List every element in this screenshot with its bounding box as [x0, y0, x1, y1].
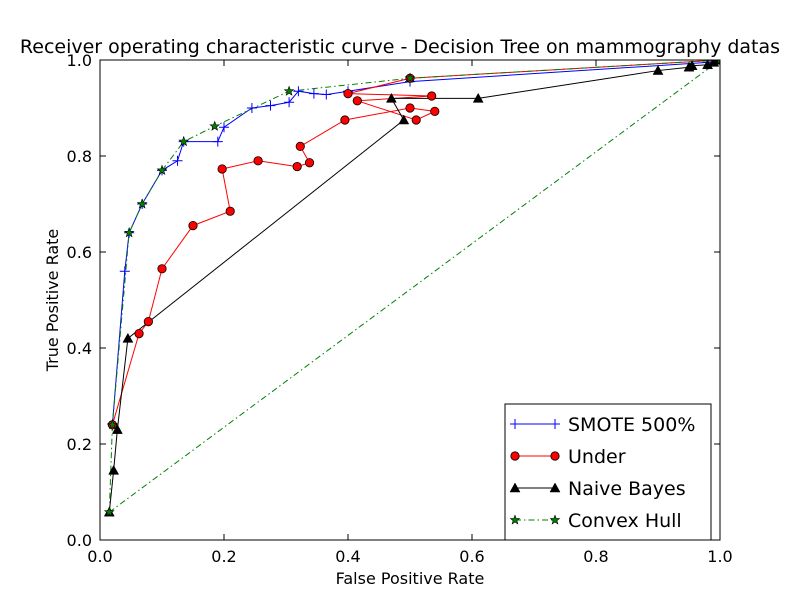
legend-marker	[550, 419, 560, 429]
legend-marker	[510, 451, 520, 461]
data-point-s1-9	[304, 158, 315, 168]
series-line-3	[108, 60, 720, 513]
legend-marker	[549, 514, 561, 525]
data-point-s0-13	[308, 88, 319, 99]
axis-ticks: 0.0 0.2 0.4 0.6 0.8 1.0 0.0 0.2 0.4 0.6 0.8 1.0	[67, 51, 733, 566]
data-point-s0-8	[219, 122, 229, 133]
y-tick-label: 0.2	[67, 435, 92, 454]
x-tick-label: 0.8	[583, 547, 608, 566]
y-tick-label: 1.0	[67, 51, 92, 70]
legend-marker	[549, 482, 561, 493]
data-point-s1-3	[157, 264, 167, 274]
data-point-s1-16	[427, 91, 437, 101]
data-point-s3-1	[107, 419, 118, 430]
data-point-s0-11	[284, 97, 295, 108]
data-point-s3-7	[283, 85, 295, 96]
plot-frame	[99, 59, 721, 541]
data-point-s0-14	[321, 89, 332, 100]
data-point-s2-4	[398, 114, 410, 125]
data-point-s2-9	[686, 60, 698, 71]
plot-area	[103, 60, 720, 517]
data-point-s0-10	[265, 100, 276, 111]
data-point-s1-10	[295, 141, 305, 151]
y-tick-label: 0.8	[67, 147, 92, 166]
data-point-s3-0	[103, 506, 115, 517]
y-tick-label: 0.4	[67, 339, 92, 358]
data-point-s1-5	[225, 206, 235, 216]
y-tick-label: 0.6	[67, 243, 92, 262]
legend-marker	[509, 514, 521, 525]
x-axis-label: False Positive Rate	[336, 569, 485, 588]
data-point-s2-2	[111, 424, 123, 434]
data-point-s3-3	[136, 198, 148, 209]
data-point-s2-3	[122, 332, 134, 343]
data-point-s0-1	[119, 266, 130, 277]
data-point-s2-7	[652, 65, 664, 75]
y-axis-label: True Positive Rate	[43, 229, 62, 373]
y-tick-label: 0.0	[67, 531, 92, 550]
data-point-s1-7	[253, 156, 263, 166]
x-tick-label: 0.2	[211, 547, 236, 566]
data-point-s1-6	[217, 164, 227, 174]
data-point-s1-17	[343, 89, 353, 99]
series-line-1	[111, 60, 720, 425]
x-tick-label: 0.4	[335, 547, 360, 566]
legend-label: Convex Hull	[568, 510, 682, 532]
data-point-s0-12	[293, 86, 304, 97]
legend-marker	[509, 482, 521, 493]
legend-marker	[510, 419, 520, 429]
legend-marker	[550, 451, 560, 461]
data-point-s3-8	[404, 72, 416, 83]
data-point-s3-5	[178, 135, 190, 147]
data-point-s1-8	[292, 161, 302, 172]
data-point-s0-7	[212, 136, 223, 147]
data-point-s1-2	[143, 316, 153, 327]
legend-label: Under	[568, 446, 626, 468]
data-point-s3-2	[123, 227, 135, 238]
legend-label: Naive Bayes	[568, 478, 686, 500]
data-point-s3-9	[716, 60, 720, 65]
data-point-s1-12	[405, 103, 415, 113]
legend-label: SMOTE 500%	[568, 414, 695, 436]
legend: SMOTE 500% Under Naive Bayes Convex Hull	[504, 403, 712, 541]
legend-box	[504, 403, 712, 541]
series-line-4	[109, 60, 720, 513]
data-point-s2-5	[385, 92, 397, 103]
data-point-s1-1	[134, 328, 144, 339]
data-point-s1-13	[430, 106, 440, 116]
data-point-s3-6	[209, 120, 221, 131]
data-point-s1-11	[340, 115, 350, 125]
chart-title: Receiver operating characteristic curve …	[20, 36, 780, 58]
x-tick-label: 0.6	[459, 547, 484, 566]
data-point-s3-4	[156, 164, 168, 175]
data-point-s1-4	[188, 221, 198, 231]
data-point-s2-6	[472, 92, 484, 103]
data-point-s0-9	[246, 103, 257, 113]
data-point-s0-5	[172, 155, 183, 166]
data-point-s1-15	[352, 96, 362, 106]
x-tick-label: 1.0	[707, 547, 732, 566]
data-point-s1-14	[411, 115, 421, 125]
x-tick-label: 0.0	[87, 547, 112, 566]
data-point-s2-1	[108, 464, 120, 475]
